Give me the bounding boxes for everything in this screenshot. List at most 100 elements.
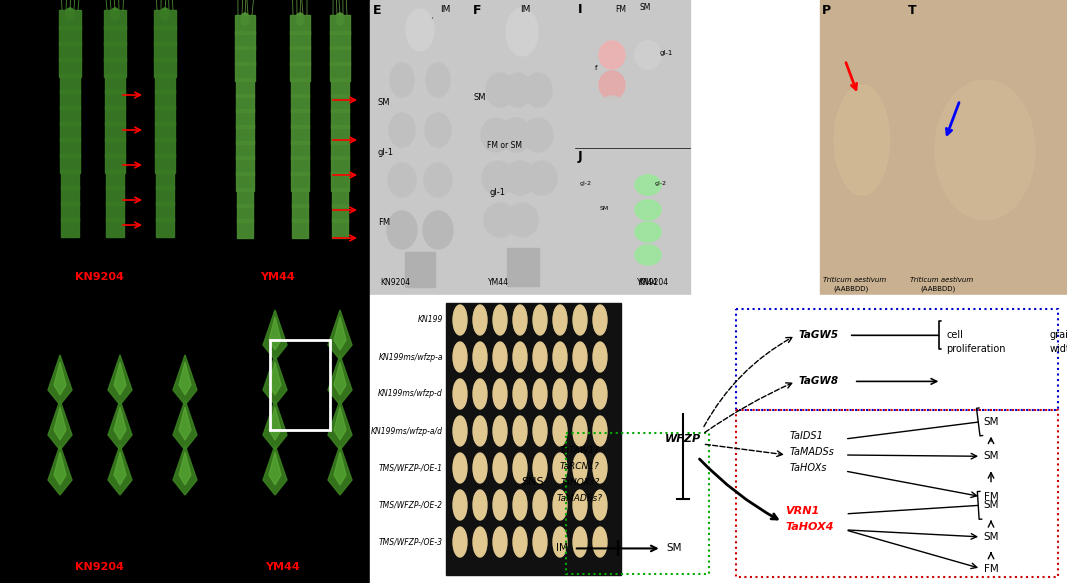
Ellipse shape <box>241 13 249 25</box>
Polygon shape <box>173 400 197 450</box>
Polygon shape <box>48 400 71 450</box>
Bar <box>235 31 255 50</box>
Bar <box>821 0 905 295</box>
Polygon shape <box>334 407 346 440</box>
Ellipse shape <box>493 527 507 557</box>
Polygon shape <box>328 400 352 450</box>
Ellipse shape <box>635 41 660 69</box>
Ellipse shape <box>635 245 660 265</box>
Bar <box>332 219 348 238</box>
Bar <box>235 15 255 34</box>
Bar <box>331 47 350 65</box>
Bar <box>155 74 175 93</box>
Polygon shape <box>179 452 191 485</box>
Polygon shape <box>262 355 287 405</box>
Ellipse shape <box>553 527 567 557</box>
Bar <box>236 62 255 81</box>
Polygon shape <box>54 362 66 395</box>
Ellipse shape <box>453 416 467 446</box>
Ellipse shape <box>425 113 451 147</box>
Text: gl-2: gl-2 <box>655 181 667 186</box>
Bar <box>736 310 1058 410</box>
Ellipse shape <box>493 453 507 483</box>
Ellipse shape <box>635 118 660 146</box>
Ellipse shape <box>573 527 587 557</box>
Ellipse shape <box>513 490 527 520</box>
Ellipse shape <box>599 118 625 146</box>
Bar <box>332 172 349 191</box>
Text: TaIDS1: TaIDS1 <box>790 431 824 441</box>
Bar <box>292 219 308 238</box>
Ellipse shape <box>593 416 607 446</box>
Ellipse shape <box>424 163 452 197</box>
Text: YM44: YM44 <box>265 562 300 572</box>
Bar <box>237 219 253 238</box>
Text: TaGW5: TaGW5 <box>799 331 839 340</box>
Text: SM: SM <box>378 98 391 107</box>
Ellipse shape <box>599 222 625 242</box>
Polygon shape <box>54 407 66 440</box>
Bar <box>105 26 126 45</box>
Text: I: I <box>578 3 583 16</box>
Text: KN199ms/wfzp-a/d: KN199ms/wfzp-a/d <box>371 427 443 436</box>
Polygon shape <box>334 452 346 485</box>
Bar <box>0 0 370 295</box>
Ellipse shape <box>635 96 660 124</box>
Bar <box>446 303 621 575</box>
Text: SM: SM <box>984 500 999 510</box>
Polygon shape <box>269 452 281 485</box>
Ellipse shape <box>534 453 547 483</box>
Ellipse shape <box>453 453 467 483</box>
Ellipse shape <box>553 416 567 446</box>
Bar <box>290 93 309 113</box>
Bar <box>507 248 539 286</box>
Text: SM: SM <box>666 543 682 553</box>
Text: FM: FM <box>984 564 999 574</box>
Ellipse shape <box>599 96 625 124</box>
Polygon shape <box>114 407 126 440</box>
Bar <box>155 106 175 125</box>
Text: TMS/WFZP-/OE-2: TMS/WFZP-/OE-2 <box>379 500 443 510</box>
Bar <box>331 78 349 97</box>
Ellipse shape <box>635 175 660 195</box>
Bar <box>331 62 350 81</box>
Ellipse shape <box>453 527 467 557</box>
Ellipse shape <box>473 490 487 520</box>
Text: YM44: YM44 <box>260 272 294 282</box>
Text: grain: grain <box>1049 331 1067 340</box>
Bar <box>330 31 350 50</box>
Ellipse shape <box>635 200 660 220</box>
Text: IM: IM <box>520 5 530 14</box>
Ellipse shape <box>453 490 467 520</box>
Polygon shape <box>269 362 281 395</box>
Bar <box>155 122 175 141</box>
Text: E: E <box>373 4 382 17</box>
Ellipse shape <box>484 203 516 237</box>
Ellipse shape <box>834 85 890 195</box>
Polygon shape <box>328 310 352 360</box>
Ellipse shape <box>534 490 547 520</box>
Bar <box>60 90 80 109</box>
Ellipse shape <box>593 342 607 372</box>
Ellipse shape <box>493 490 507 520</box>
Ellipse shape <box>553 453 567 483</box>
Ellipse shape <box>593 305 607 335</box>
Text: KN199ms/wfzp-d: KN199ms/wfzp-d <box>378 389 443 399</box>
Bar <box>105 106 125 125</box>
Ellipse shape <box>553 342 567 372</box>
Bar <box>236 156 254 175</box>
Bar <box>331 125 349 144</box>
Ellipse shape <box>423 211 453 249</box>
Polygon shape <box>269 407 281 440</box>
Ellipse shape <box>391 63 414 97</box>
Polygon shape <box>179 362 191 395</box>
Bar <box>236 78 254 97</box>
Text: SM: SM <box>984 532 999 542</box>
Text: P: P <box>822 4 831 17</box>
Bar <box>156 187 174 205</box>
Bar <box>236 109 254 128</box>
Ellipse shape <box>453 342 467 372</box>
Ellipse shape <box>473 527 487 557</box>
Text: KN199ms/wfzp-a: KN199ms/wfzp-a <box>379 353 443 361</box>
Bar <box>154 26 176 45</box>
